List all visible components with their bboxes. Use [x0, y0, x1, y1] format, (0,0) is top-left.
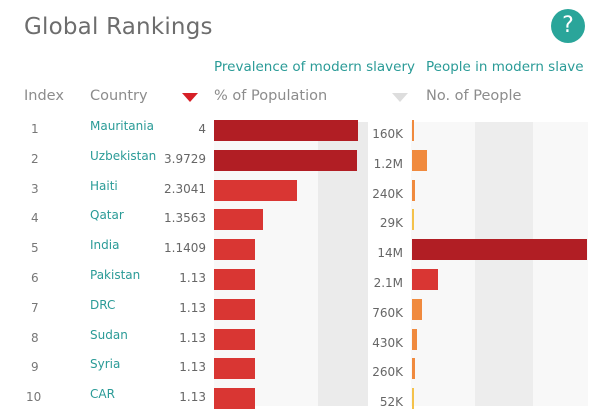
prevalence-bar[interactable]: [214, 298, 255, 320]
people-bar[interactable]: [412, 328, 418, 350]
page-title: Global Rankings: [24, 14, 213, 40]
prevalence-bar[interactable]: [214, 328, 255, 350]
prevalence-value: 1.13: [179, 330, 206, 345]
row-index: 1: [31, 122, 39, 136]
people-bar[interactable]: [412, 149, 427, 171]
row-index: 10: [26, 390, 42, 405]
people-value: 14M: [377, 246, 403, 261]
country-link[interactable]: Uzbekistan: [90, 148, 157, 163]
tab-prevalence[interactable]: Prevalence of modern slavery: [214, 59, 415, 75]
header-people[interactable]: No. of People: [426, 88, 522, 104]
row-index: 2: [31, 151, 39, 166]
sort-desc-icon[interactable]: [182, 93, 198, 102]
prevalence-bar[interactable]: [214, 209, 263, 231]
row-index: 3: [31, 181, 39, 196]
row-index: 8: [31, 330, 39, 345]
country-link[interactable]: Syria: [90, 357, 121, 372]
country-link[interactable]: India: [90, 238, 120, 253]
people-value: 52K: [379, 395, 403, 409]
prevalence-value: 1.3563: [164, 211, 206, 226]
country-link[interactable]: CAR: [90, 387, 115, 402]
prevalence-bar[interactable]: [214, 358, 255, 380]
country-link[interactable]: Qatar: [90, 208, 124, 223]
people-value: 2.1M: [373, 276, 403, 290]
row-index: 9: [31, 360, 39, 375]
prevalence-value: 1.13: [179, 390, 206, 405]
people-bar[interactable]: [412, 239, 587, 261]
prevalence-value: 2.3041: [164, 181, 206, 196]
prevalence-value: 1.13: [179, 360, 206, 375]
band: [533, 122, 588, 406]
country-link[interactable]: Sudan: [90, 327, 128, 342]
prevalence-value: 1.1409: [164, 241, 206, 256]
prevalence-value: 3.9729: [164, 151, 206, 166]
people-bar[interactable]: [412, 269, 439, 290]
country-link[interactable]: Pakistan: [90, 268, 141, 282]
tab-people[interactable]: People in modern slave: [426, 59, 584, 75]
row-index: 7: [31, 300, 39, 315]
row-index: 5: [31, 241, 39, 256]
prevalence-bar[interactable]: [214, 149, 358, 171]
band: [475, 122, 533, 406]
people-value: 29K: [379, 216, 403, 231]
prevalence-bar[interactable]: [214, 239, 256, 261]
people-value: 760K: [372, 305, 403, 320]
people-value: 240K: [372, 186, 403, 201]
prevalence-bar[interactable]: [214, 120, 358, 141]
country-link[interactable]: DRC: [90, 297, 116, 312]
people-value: 1.2M: [373, 156, 403, 171]
help-button[interactable]: ?: [551, 9, 585, 43]
prevalence-bar[interactable]: [214, 269, 255, 290]
country-link[interactable]: Mauritania: [90, 119, 154, 133]
people-bar[interactable]: [412, 120, 414, 141]
prevalence-bar[interactable]: [214, 179, 297, 201]
prevalence-value: 1.13: [179, 271, 206, 285]
country-link[interactable]: Haiti: [90, 178, 118, 193]
people-value: 430K: [372, 335, 403, 350]
sort-icon[interactable]: [392, 93, 408, 102]
people-bar[interactable]: [412, 179, 415, 201]
prevalence-value: 4: [198, 122, 206, 136]
people-value: 260K: [372, 365, 403, 380]
header-country[interactable]: Country: [90, 88, 148, 104]
prevalence-value: 1.13: [179, 300, 206, 315]
header-index[interactable]: Index: [24, 88, 64, 104]
people-bar[interactable]: [412, 298, 422, 320]
header-population[interactable]: % of Population: [214, 88, 328, 104]
people-bar[interactable]: [412, 388, 414, 409]
row-index: 6: [31, 271, 39, 285]
row-index: 4: [31, 211, 39, 226]
people-value: 160K: [372, 127, 403, 141]
prevalence-bar[interactable]: [214, 388, 255, 409]
people-bar[interactable]: [412, 209, 414, 231]
people-bar[interactable]: [412, 358, 416, 380]
